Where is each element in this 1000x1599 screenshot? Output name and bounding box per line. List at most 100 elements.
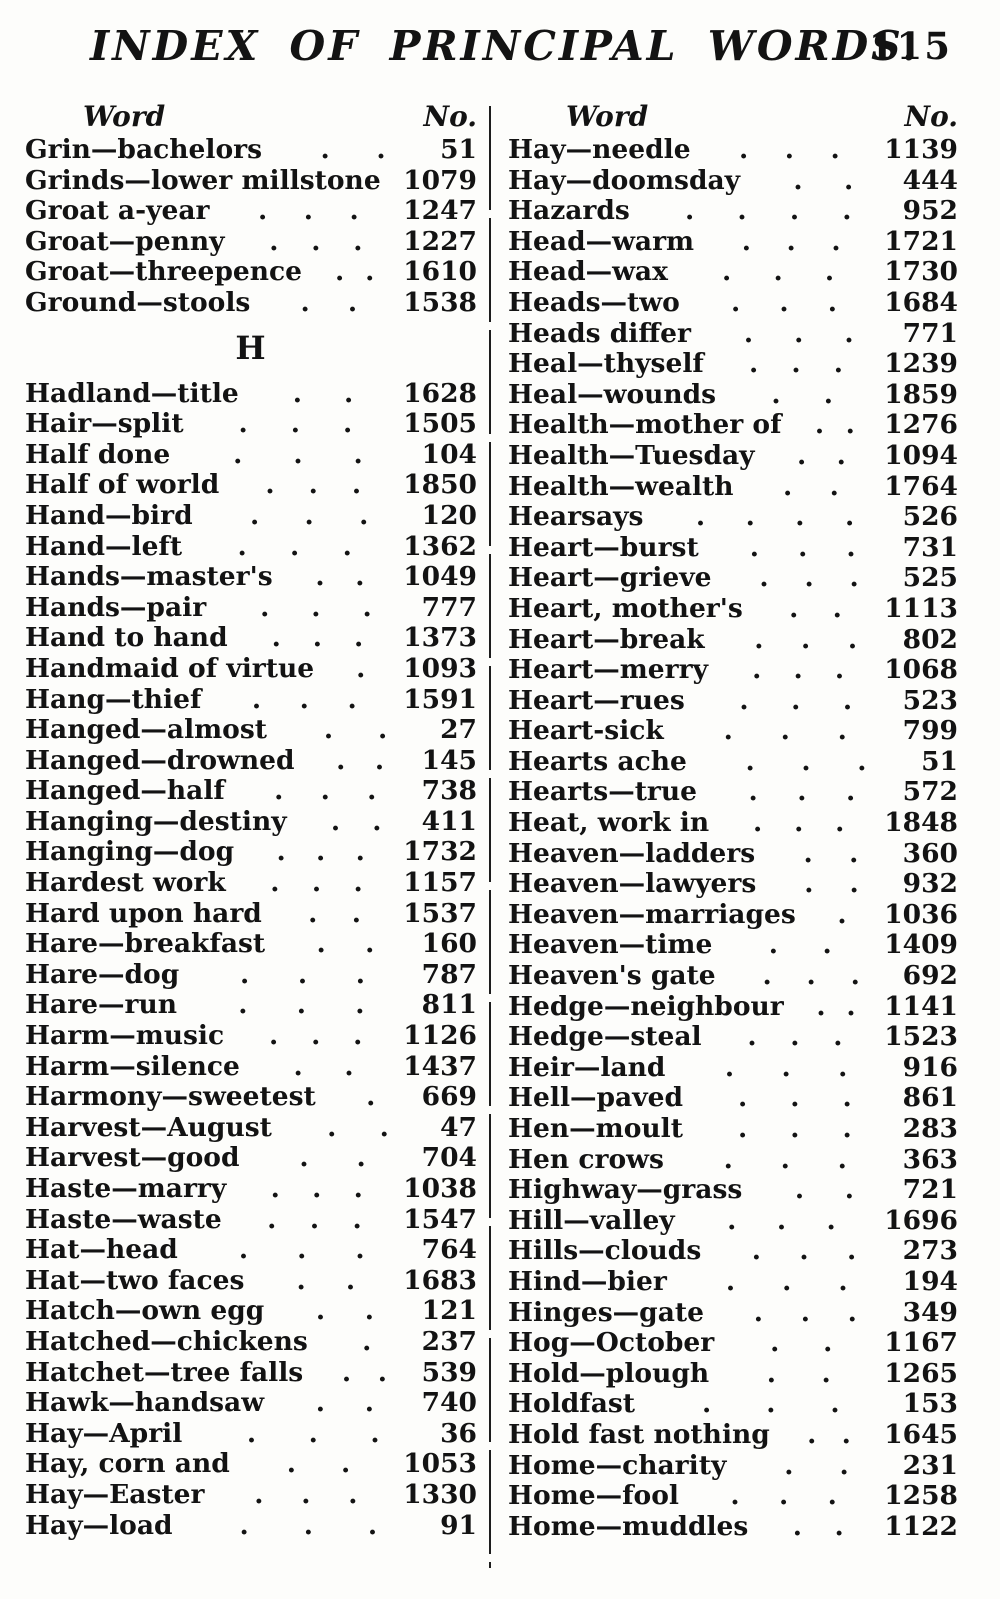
dot-leader: ..: [803, 837, 859, 869]
entry-word: Head—warm: [508, 225, 695, 257]
entry-word: Hold—plough: [508, 1357, 710, 1389]
dot-leader: ..: [286, 1448, 351, 1480]
entry-word: Hair—split: [25, 408, 184, 440]
index-entry-row: Hinges—gate... 349: [508, 1297, 958, 1328]
entry-number: 51: [440, 134, 477, 165]
index-entry-row: Hay—April... 36: [25, 1418, 477, 1449]
entry-word: Hatchet—tree falls: [25, 1356, 304, 1388]
dot-leader: ...: [754, 623, 858, 655]
word-header-label: Word: [83, 100, 166, 133]
dot-leader: ..: [316, 928, 375, 960]
dot-leader: ...: [257, 195, 359, 227]
index-entry-row: Hanged—half... 738: [25, 775, 477, 806]
dot-leader: ...: [723, 715, 847, 747]
index-entry-row: Hands—pair... 777: [25, 592, 477, 623]
dot-leader: ...: [730, 286, 838, 318]
entry-number: 861: [902, 1082, 958, 1114]
entry-word: Hanged—drowned: [25, 744, 295, 776]
dot-leader: .: [837, 898, 847, 930]
dot-leader: ..: [793, 164, 854, 196]
dot-leader: ..: [323, 714, 388, 746]
dot-leader: ..: [341, 1356, 388, 1388]
index-entry-row: Hair—split... 1505: [25, 408, 477, 439]
entry-number: 1053: [403, 1448, 477, 1480]
index-entry-row: Ground—stools.. 1538: [25, 287, 477, 318]
dot-leader: ...: [237, 530, 352, 562]
entry-word: Hill—valley: [508, 1204, 675, 1236]
entry-word: Hanging—dog: [25, 836, 235, 868]
entry-number: 1730: [884, 256, 958, 288]
entry-number: 444: [902, 164, 958, 196]
index-entry-row: Hardest work... 1157: [25, 867, 477, 898]
page-title: INDEX OF PRINCIPAL WORDS.: [90, 22, 920, 70]
dot-leader: ...: [702, 1388, 840, 1420]
entry-number: 1505: [403, 408, 477, 440]
dot-leader: ..: [807, 1418, 851, 1450]
index-entry-row: Heart—break... 802: [508, 624, 958, 655]
index-entry-row: Hadland—title.. 1628: [25, 378, 477, 409]
entry-number: 572: [902, 776, 958, 808]
index-entry-row: Hare—run... 811: [25, 989, 477, 1020]
entry-word: Holdfast: [508, 1388, 636, 1420]
entry-word: Health—Tuesday: [508, 439, 755, 471]
entry-number: 1362: [403, 530, 477, 562]
dot-leader: ..: [789, 592, 842, 624]
dot-leader: ...: [724, 1051, 848, 1083]
dot-leader: ...: [751, 1235, 857, 1267]
index-entry-row: Hatchet—tree falls.. 539: [25, 1357, 477, 1388]
entry-number: 237: [421, 1325, 477, 1357]
entry-number: 799: [902, 715, 958, 747]
entry-word: Hog—October: [508, 1327, 715, 1359]
index-entry-row: Hat—two faces.. 1683: [25, 1265, 477, 1296]
entry-word: Home—fool: [508, 1480, 679, 1512]
column-header: Word No.: [25, 100, 477, 134]
entry-word: Heal—thyself: [508, 348, 704, 380]
entry-number: 51: [921, 745, 958, 777]
dot-leader: ...: [739, 134, 840, 165]
entry-word: Harmony—sweetest: [25, 1081, 316, 1113]
dot-leader: ..: [770, 1327, 833, 1359]
entry-number: 1265: [884, 1357, 958, 1389]
entry-number: 231: [902, 1449, 958, 1481]
index-column-left: Word No. Grin—bachelors.. 51 Grinds—lower …: [25, 100, 477, 1541]
entry-word: Heads differ: [508, 317, 691, 349]
dot-leader: ..: [320, 134, 386, 165]
dot-leader: ..: [771, 378, 834, 410]
index-entry-row: Haste—marry... 1038: [25, 1173, 477, 1204]
entry-number: 1122: [884, 1510, 958, 1542]
entry-number: 1732: [403, 836, 477, 868]
dot-leader: ..: [293, 1050, 354, 1082]
index-entry-row: Half done... 104: [25, 439, 477, 470]
entry-word: Hand—bird: [25, 499, 193, 531]
entry-word: Hen—moult: [508, 1113, 683, 1144]
entry-word: Hands—pair: [25, 591, 207, 623]
entry-word: Hedge—neighbour: [508, 990, 784, 1022]
index-entry-row: Grinds—lower millstone 1079: [25, 165, 477, 196]
index-entry-row: Hedge—neighbour.. 1141: [508, 991, 958, 1022]
dot-leader: ...: [270, 867, 363, 899]
entry-word: Harm—silence: [25, 1050, 240, 1082]
dot-leader: ...: [725, 1265, 848, 1297]
index-entry-row: Hard upon hard.. 1537: [25, 898, 477, 929]
dot-leader: ..: [300, 286, 358, 318]
dot-leader: ..: [796, 439, 846, 471]
dot-leader: ...: [753, 1296, 857, 1328]
entry-number: 1258: [884, 1480, 958, 1512]
index-entry-row: Hay—doomsday.. 444: [508, 165, 958, 196]
entry-number: 153: [902, 1388, 958, 1420]
entry-word: Heads—two: [508, 286, 680, 318]
entry-number: 1409: [884, 929, 958, 961]
index-entry-row: Health—mother of.. 1276: [508, 409, 958, 440]
dot-leader: ...: [251, 683, 357, 715]
entry-word: Heir—land: [508, 1051, 666, 1083]
entry-number: 1139: [884, 134, 958, 165]
index-entry-row: Hay—load... 91: [25, 1510, 477, 1541]
entry-number: 526: [902, 501, 958, 533]
entry-word: Haste—waste: [25, 1203, 222, 1235]
entry-number: 1437: [403, 1050, 477, 1082]
entry-number: 47: [440, 1111, 477, 1143]
index-entry-row: Head—wax... 1730: [508, 256, 958, 287]
entry-word: Hard upon hard: [25, 897, 262, 929]
entry-number: 1239: [884, 348, 958, 380]
entry-word: Hind—bier: [508, 1265, 667, 1297]
